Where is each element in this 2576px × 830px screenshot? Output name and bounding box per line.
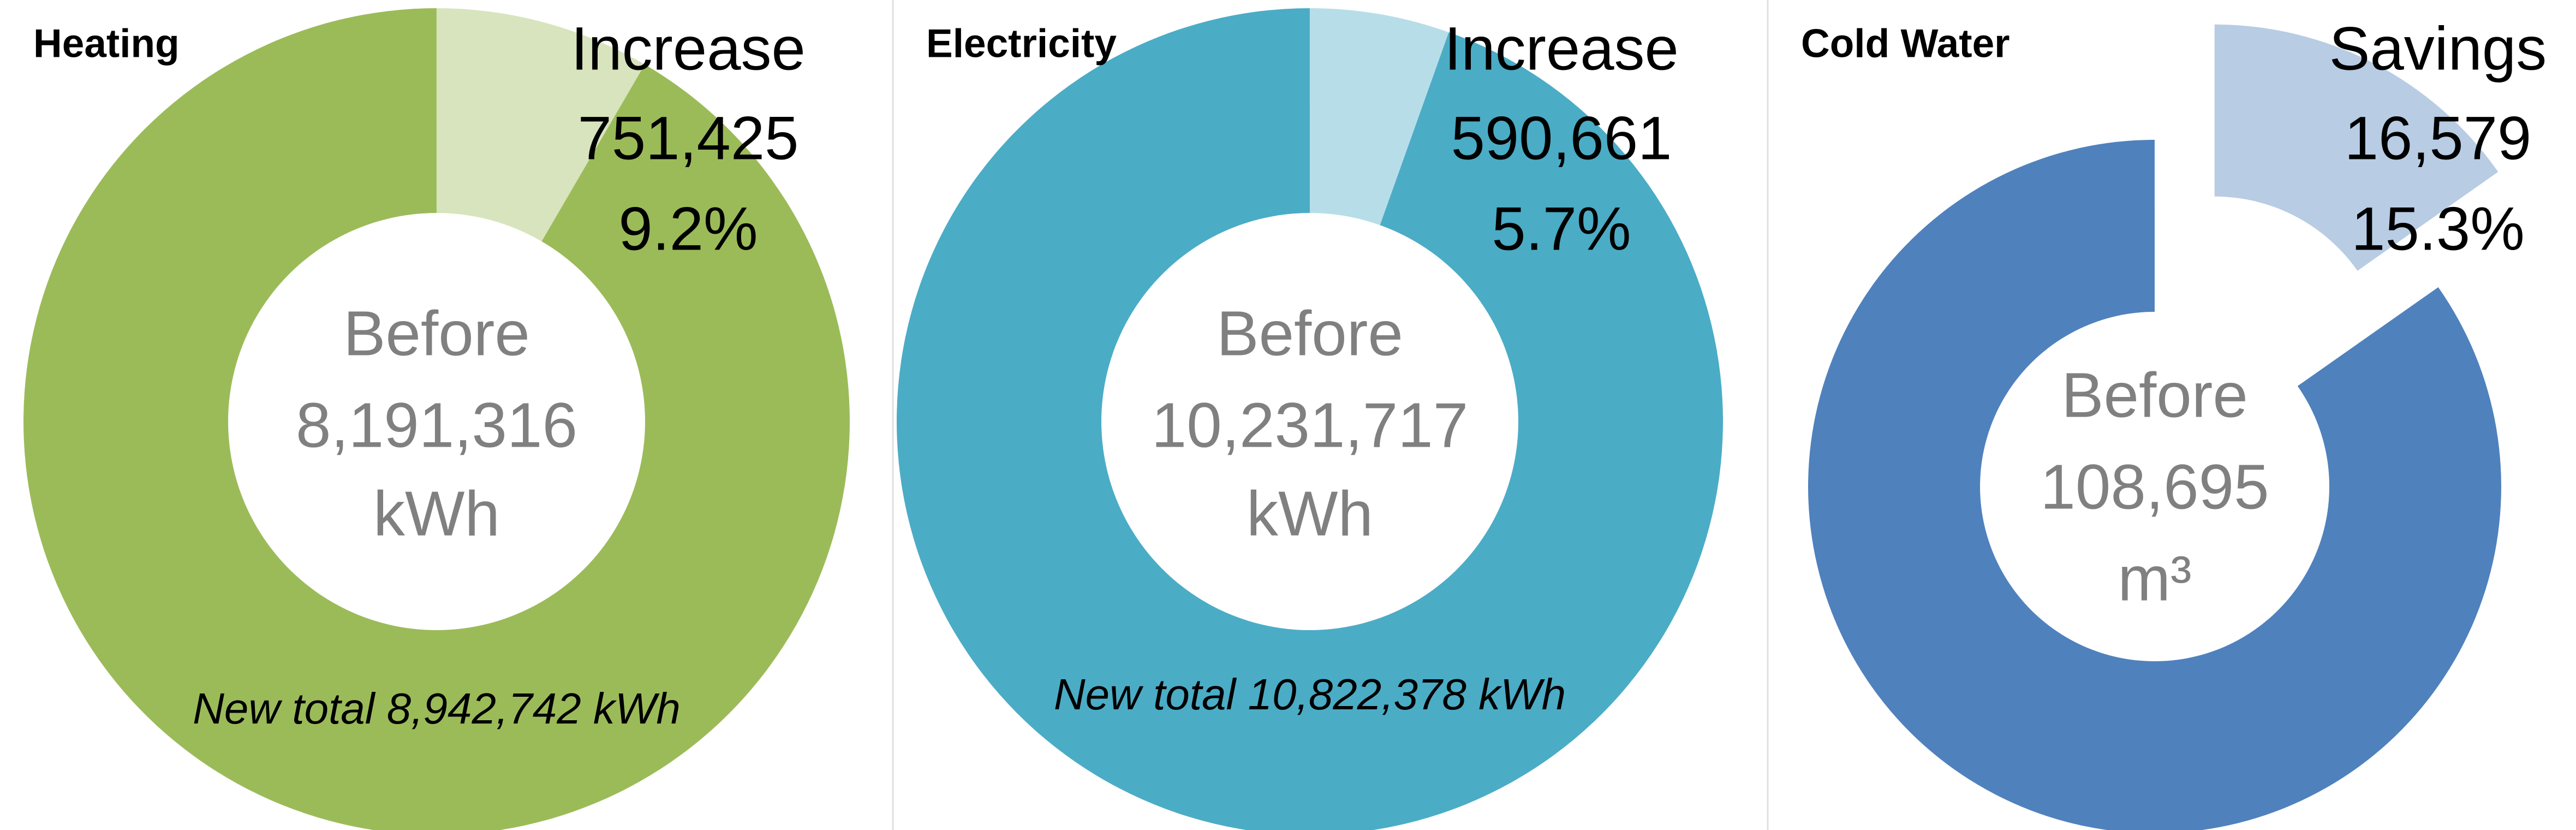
slice-percent: 15.3% [2351, 195, 2525, 263]
slice [1310, 8, 1449, 226]
center-unit: kWh [1247, 478, 1373, 549]
chart-title: Electricity [926, 21, 1117, 66]
chart-title: Cold Water [1801, 21, 2010, 66]
slice [1808, 140, 2501, 830]
slice [23, 8, 850, 830]
slice [2214, 24, 2499, 271]
note: New total 10,822,378 kWh [1054, 670, 1566, 719]
center-label: Before [1217, 298, 1403, 369]
slice-value: 16,579 [2345, 104, 2532, 173]
chart-title: Heating [33, 21, 180, 66]
center-value: 8,191,316 [296, 390, 577, 461]
slice [437, 8, 645, 242]
note: New total 8,942,742 kWh [193, 684, 681, 733]
slice-percent: 9.2% [618, 195, 758, 263]
slice-value: 751,425 [578, 104, 799, 173]
slice-value: 590,661 [1451, 104, 1672, 173]
center-value: 108,695 [2040, 452, 2269, 523]
slice-label: Increase [1444, 15, 1679, 83]
slice-label: Increase [571, 15, 806, 83]
slice [896, 8, 1723, 830]
slice-label: Savings [2329, 15, 2547, 83]
center-label: Before [2061, 360, 2248, 431]
center-unit: kWh [373, 478, 500, 549]
center-value: 10,231,717 [1152, 390, 1469, 461]
center-label: Before [343, 298, 530, 369]
center-unit: m³ [2118, 543, 2191, 614]
slice-percent: 5.7% [1492, 195, 1631, 263]
